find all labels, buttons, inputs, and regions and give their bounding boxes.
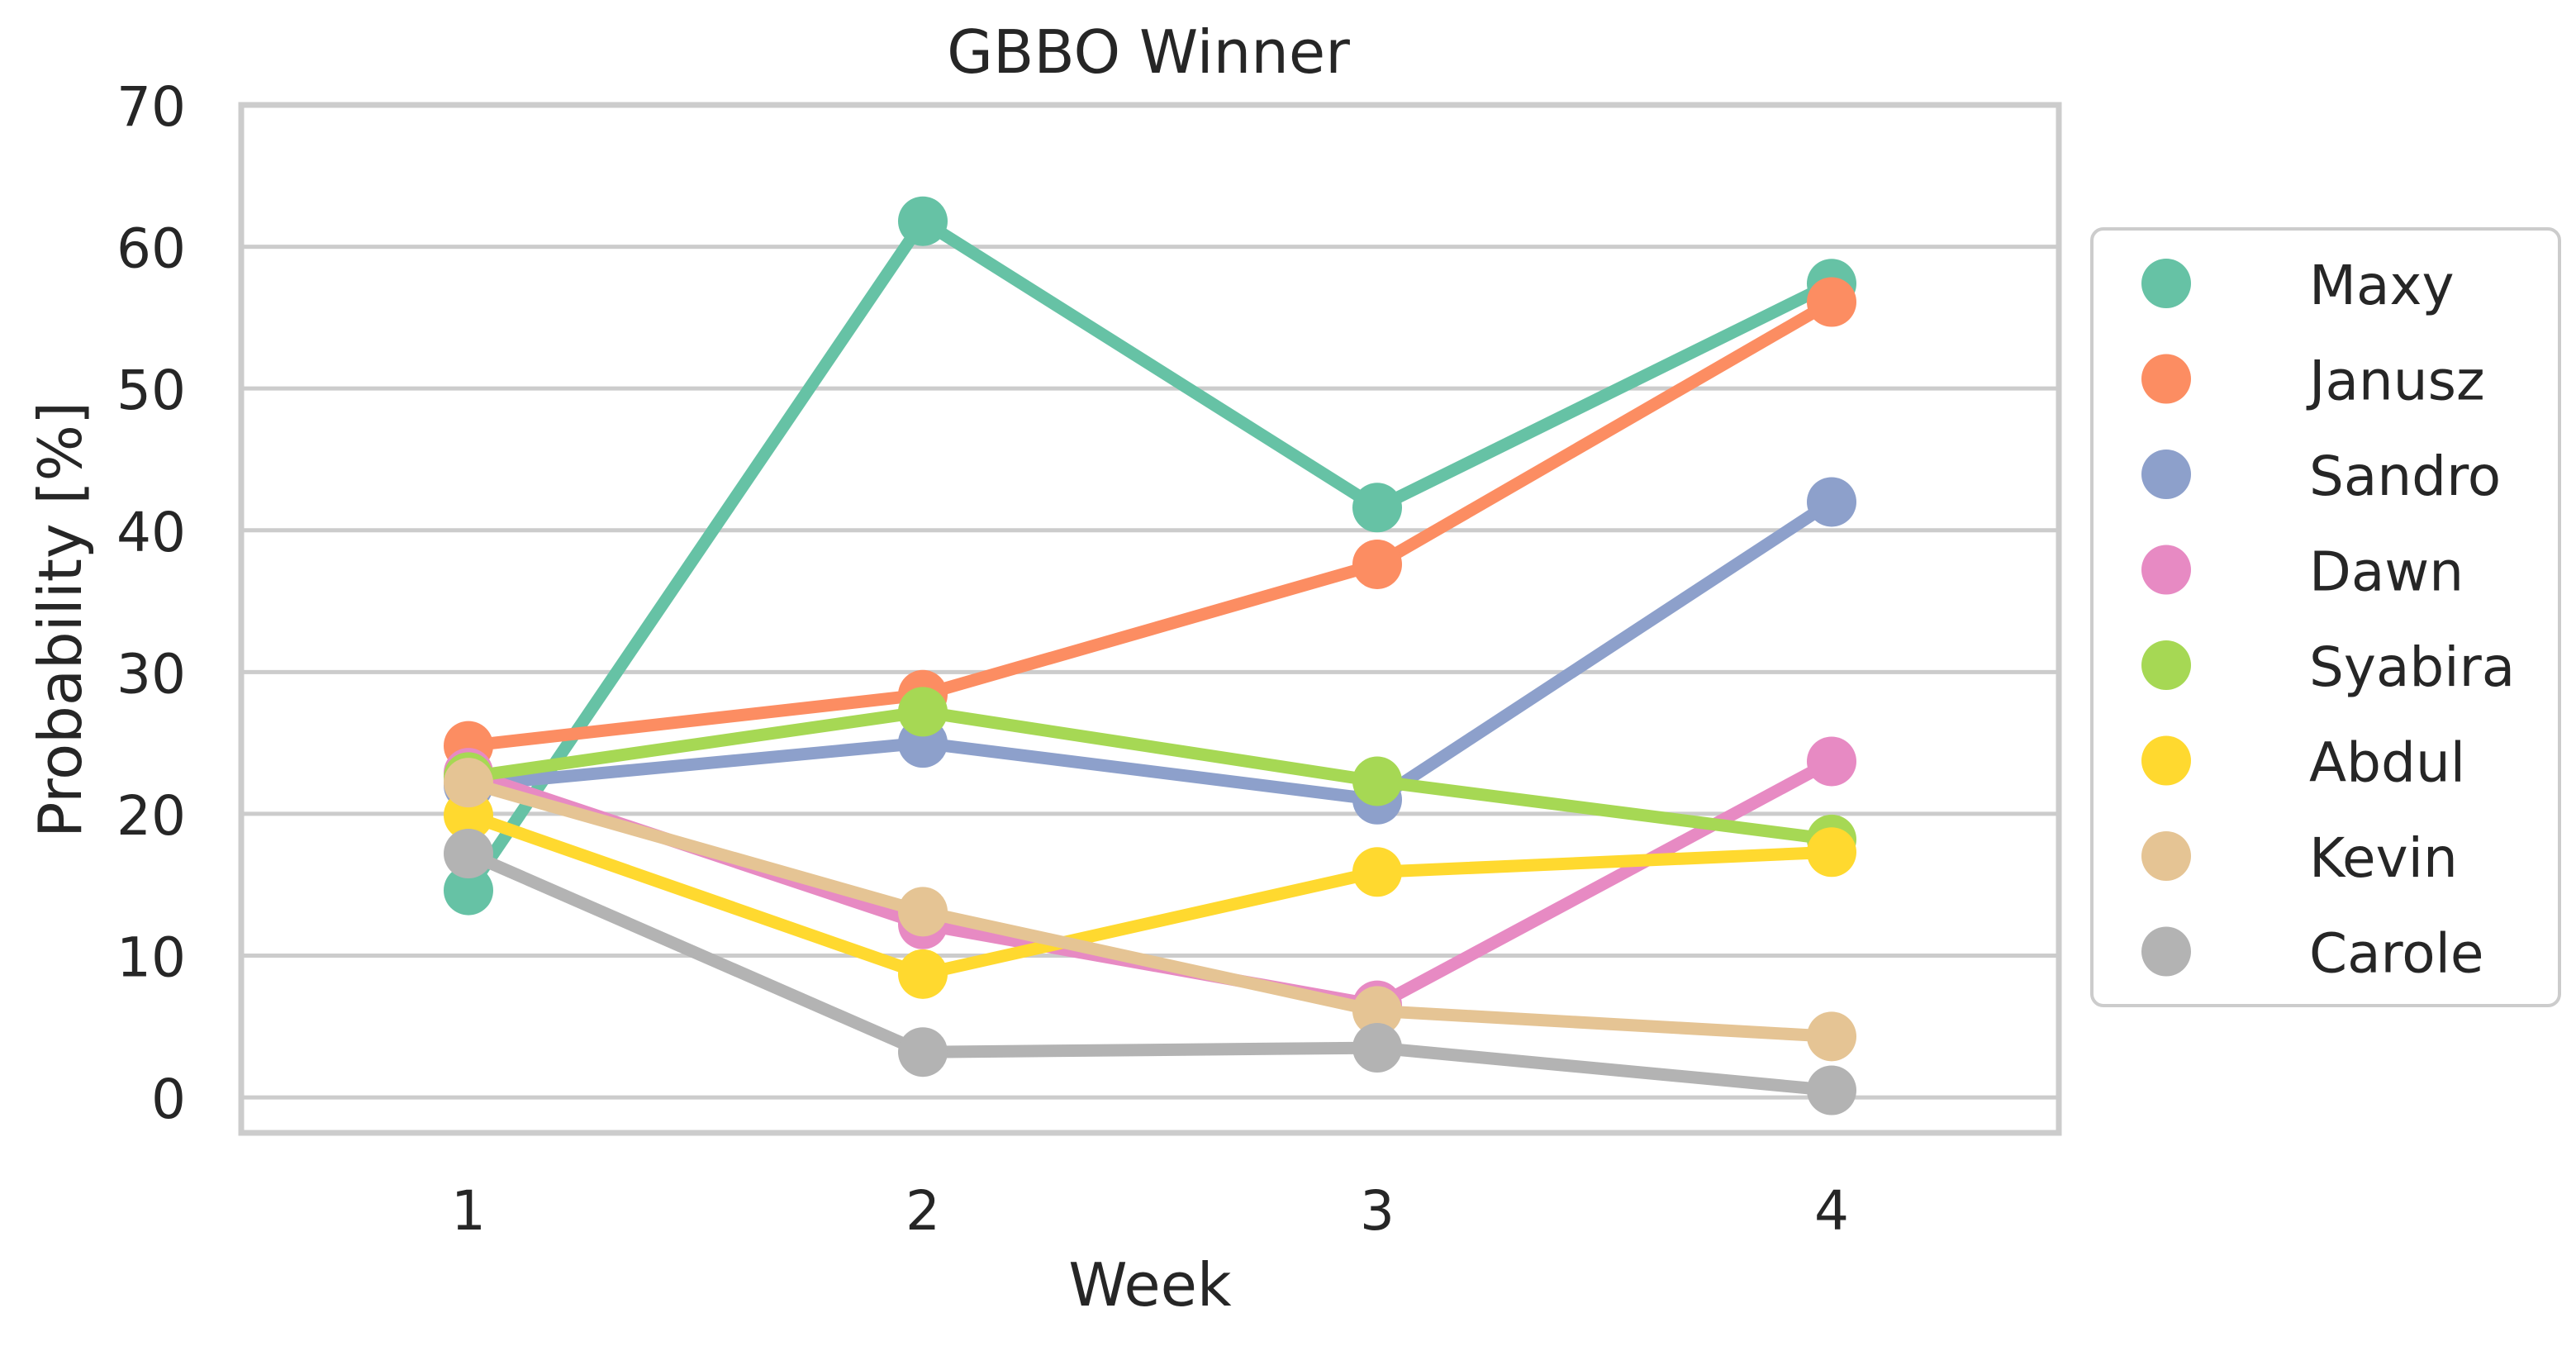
legend-label: Abdul bbox=[2309, 731, 2465, 795]
x-tick-label: 3 bbox=[1360, 1179, 1395, 1243]
legend-label: Dawn bbox=[2309, 540, 2464, 604]
legend-label: Kevin bbox=[2309, 826, 2458, 890]
y-tick-label: 50 bbox=[116, 359, 186, 422]
data-point bbox=[898, 887, 948, 937]
y-tick-label: 20 bbox=[116, 784, 186, 848]
y-tick-label: 30 bbox=[116, 642, 186, 706]
legend: Maxy Janusz Sandro Dawn Syabira Abdul Kevin Car… bbox=[2090, 227, 2561, 1007]
legend-marker bbox=[2141, 354, 2191, 404]
legend-item-kevin: Kevin bbox=[2141, 826, 2458, 890]
y-axis-ticks: 0 10 20 30 40 50 60 70 bbox=[116, 75, 186, 1131]
x-axis-ticks: 1 2 3 4 bbox=[451, 1179, 1849, 1243]
legend-label: Janusz bbox=[2306, 350, 2485, 413]
data-point bbox=[898, 1027, 948, 1077]
series-maxy bbox=[444, 196, 1856, 916]
data-point bbox=[444, 828, 493, 878]
x-axis-label: Week bbox=[1068, 1250, 1232, 1320]
legend-label: Carole bbox=[2309, 922, 2484, 986]
series-kevin bbox=[444, 758, 1856, 1062]
series-carole bbox=[444, 828, 1856, 1116]
plot-frame bbox=[238, 102, 2062, 1136]
legend-label: Maxy bbox=[2309, 254, 2455, 317]
legend-item-janusz: Janusz bbox=[2141, 350, 2485, 413]
y-tick-label: 10 bbox=[116, 926, 186, 990]
data-point bbox=[1807, 1011, 1856, 1062]
data-point bbox=[1352, 986, 1402, 1036]
x-tick-label: 1 bbox=[451, 1179, 486, 1243]
data-point bbox=[1352, 483, 1402, 533]
series-line bbox=[462, 776, 1838, 1043]
y-tick-label: 60 bbox=[116, 217, 186, 281]
legend-marker bbox=[2141, 259, 2191, 308]
data-point bbox=[898, 196, 948, 246]
y-tick-label: 40 bbox=[116, 501, 186, 564]
legend-item-dawn: Dawn bbox=[2141, 540, 2464, 604]
legend-item-carole: Carole bbox=[2141, 922, 2484, 986]
y-tick-label: 70 bbox=[116, 75, 186, 139]
legend-item-maxy: Maxy bbox=[2141, 254, 2455, 317]
legend-label: Syabira bbox=[2309, 635, 2515, 699]
series-group bbox=[444, 196, 1856, 1116]
legend-item-abdul: Abdul bbox=[2141, 731, 2465, 795]
legend-item-syabira: Syabira bbox=[2141, 635, 2515, 699]
data-point bbox=[898, 949, 948, 999]
legend-marker bbox=[2141, 831, 2191, 881]
x-tick-label: 4 bbox=[1814, 1179, 1849, 1243]
legend-marker bbox=[2141, 545, 2191, 595]
y-axis-label: Probability [%] bbox=[26, 402, 95, 838]
data-point bbox=[1807, 736, 1856, 787]
data-point bbox=[1352, 1023, 1402, 1073]
legend-marker bbox=[2141, 735, 2191, 786]
data-point bbox=[1807, 827, 1856, 878]
data-point bbox=[1807, 1065, 1856, 1116]
data-point bbox=[1352, 847, 1402, 897]
series-line bbox=[462, 495, 1838, 806]
data-point bbox=[1807, 277, 1856, 327]
legend-box bbox=[2090, 227, 2561, 1007]
legend-marker bbox=[2141, 450, 2191, 499]
series-line bbox=[462, 296, 1838, 753]
series-line bbox=[462, 809, 1838, 981]
series-line bbox=[462, 215, 1838, 897]
chart-title: GBBO Winner bbox=[947, 17, 1350, 87]
data-point bbox=[1807, 477, 1856, 527]
legend-label: Sandro bbox=[2309, 445, 2501, 508]
grid-lines bbox=[241, 102, 2059, 1100]
x-tick-label: 2 bbox=[905, 1179, 940, 1243]
legend-marker bbox=[2141, 640, 2191, 690]
series-line bbox=[462, 847, 1838, 1097]
series-line bbox=[462, 705, 1838, 846]
data-point bbox=[444, 758, 493, 808]
series-janusz bbox=[444, 277, 1856, 771]
legend-marker bbox=[2141, 926, 2191, 977]
series-abdul bbox=[444, 790, 1856, 999]
data-point bbox=[1352, 756, 1402, 806]
legend-items: Maxy Janusz Sandro Dawn Syabira Abdul Kevin Car… bbox=[2141, 254, 2515, 986]
legend-item-sandro: Sandro bbox=[2141, 445, 2501, 508]
data-point bbox=[1352, 539, 1402, 589]
data-point bbox=[898, 687, 948, 737]
data-point bbox=[444, 865, 493, 916]
y-tick-label: 0 bbox=[151, 1068, 186, 1131]
